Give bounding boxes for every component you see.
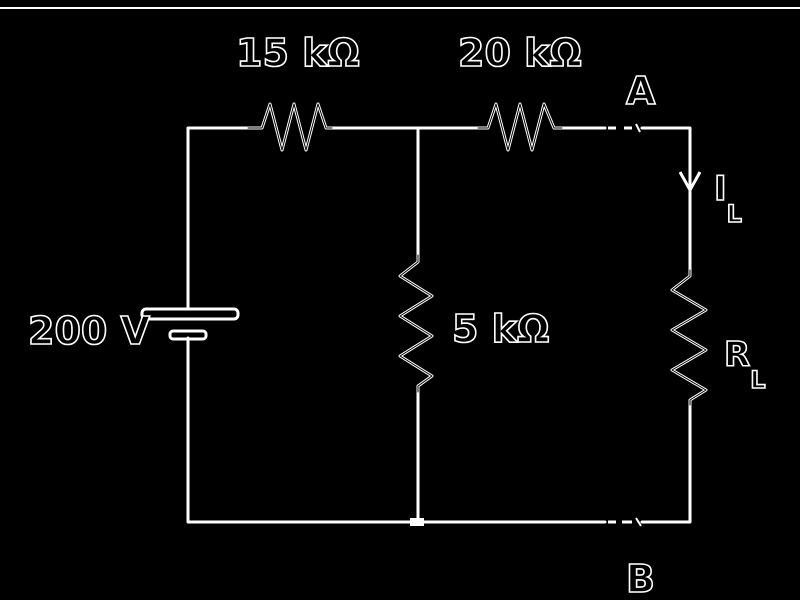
junction-bottom — [410, 518, 424, 526]
current-arrow — [678, 171, 702, 192]
label-5k: 5 kΩ — [452, 307, 549, 351]
label-200v: 200 V — [28, 309, 151, 353]
label-rl-sub: L — [750, 366, 765, 394]
wire-bottom — [186, 336, 607, 524]
wire-a-right — [640, 126, 692, 272]
wire-left-top — [186, 126, 250, 302]
label-20k: 20 kΩ — [458, 31, 582, 75]
label-current: IL — [714, 169, 742, 228]
terminal-b-gap — [608, 517, 642, 527]
wires — [186, 126, 692, 526]
battery-symbol — [140, 300, 240, 345]
terminal-a-gap — [608, 123, 641, 133]
wire-right-bottom — [640, 403, 692, 524]
label-15k: 15 kΩ — [236, 31, 360, 75]
resistor-15k — [246, 102, 334, 152]
resistor-5k — [398, 253, 434, 394]
label-terminal-b: B — [626, 557, 655, 600]
label-rl-main: R — [724, 335, 750, 375]
label-terminal-a: A — [626, 69, 656, 113]
resistor-20k — [476, 102, 564, 152]
label-current-sub: L — [727, 200, 742, 228]
label-current-main: I — [714, 169, 727, 209]
label-rl: RL — [724, 335, 765, 394]
resistor-rl — [670, 268, 708, 407]
